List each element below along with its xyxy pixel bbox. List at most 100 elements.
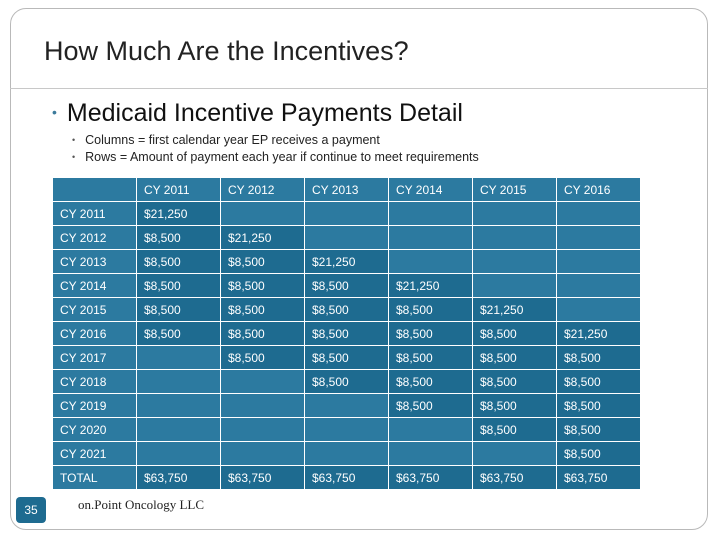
row-header: CY 2012 [52,225,137,250]
empty-cell [220,417,305,442]
payment-cell: $63,750 [556,465,641,490]
payment-cell: $63,750 [136,465,221,490]
payment-cell: $8,500 [388,297,473,322]
main-bullet: • Medicaid Incentive Payments Detail [52,99,463,128]
payment-cell: $21,250 [304,249,389,274]
payment-cell: $8,500 [388,369,473,394]
empty-cell [556,249,641,274]
empty-cell [556,297,641,322]
column-header: CY 2016 [556,177,641,202]
payment-cell: $8,500 [304,273,389,298]
empty-cell [472,273,557,298]
payment-cell: $8,500 [136,321,221,346]
sub-bullet-text: Rows = Amount of payment each year if co… [85,150,479,164]
empty-cell [220,393,305,418]
row-header: CY 2014 [52,273,137,298]
table-row: CY 2015 $8,500 $8,500 $8,500 $8,500 $21,250 [52,297,641,322]
payment-cell: $8,500 [472,345,557,370]
bullet-icon: • [72,152,76,162]
table-row: CY 2021 $8,500 [52,441,641,466]
payment-cell: $8,500 [304,321,389,346]
table-row: CY 2014 $8,500 $8,500 $8,500 $21,250 [52,273,641,298]
row-header: CY 2017 [52,345,137,370]
row-header: CY 2020 [52,417,137,442]
row-header: CY 2015 [52,297,137,322]
payment-cell: $8,500 [472,417,557,442]
empty-cell [472,249,557,274]
payment-cell: $8,500 [136,273,221,298]
footer-company: on.Point Oncology LLC [78,497,205,512]
payment-cell: $8,500 [388,321,473,346]
table-row: CY 2020 $8,500 $8,500 [52,417,641,442]
table-corner-cell [52,177,137,202]
column-header: CY 2011 [136,177,221,202]
table-row: CY 2013 $8,500 $8,500 $21,250 [52,249,641,274]
sub-bullet-list: • Columns = first calendar year EP receiv… [72,132,479,166]
payment-cell: $8,500 [304,369,389,394]
table-row: CY 2018 $8,500 $8,500 $8,500 $8,500 [52,369,641,394]
payment-cell: $8,500 [556,345,641,370]
payment-cell: $21,250 [388,273,473,298]
payment-cell: $8,500 [556,441,641,466]
empty-cell [472,441,557,466]
payment-cell: $21,250 [136,201,221,226]
empty-cell [220,369,305,394]
sub-bullet: • Columns = first calendar year EP receiv… [72,132,479,149]
row-header: TOTAL [52,465,137,490]
row-header: CY 2011 [52,201,137,226]
payment-cell: $8,500 [304,297,389,322]
payment-cell: $63,750 [388,465,473,490]
total-row: TOTAL $63,750 $63,750 $63,750 $63,750 $63,750… [52,465,641,490]
payment-cell: $8,500 [472,321,557,346]
payment-cell: $8,500 [388,345,473,370]
payment-cell: $8,500 [136,225,221,250]
bullet-icon: • [52,104,57,121]
empty-cell [556,225,641,250]
title-divider [10,88,708,89]
row-header: CY 2013 [52,249,137,274]
empty-cell [136,441,221,466]
empty-cell [220,441,305,466]
empty-cell [388,249,473,274]
payment-cell: $8,500 [136,249,221,274]
row-header: CY 2021 [52,441,137,466]
payment-cell: $21,250 [556,321,641,346]
column-header: CY 2015 [472,177,557,202]
payment-cell: $8,500 [556,417,641,442]
payment-cell: $8,500 [472,393,557,418]
empty-cell [136,417,221,442]
row-header: CY 2016 [52,321,137,346]
empty-cell [556,273,641,298]
empty-cell [304,393,389,418]
payment-cell: $8,500 [220,297,305,322]
table-row: CY 2011 $21,250 [52,201,641,226]
empty-cell [472,225,557,250]
empty-cell [388,201,473,226]
payment-cell: $8,500 [220,321,305,346]
payment-cell: $8,500 [304,345,389,370]
payment-cell: $63,750 [472,465,557,490]
payment-cell: $8,500 [136,297,221,322]
empty-cell [304,417,389,442]
sub-bullet-text: Columns = first calendar year EP receive… [85,133,380,147]
main-bullet-text: Medicaid Incentive Payments Detail [66,99,463,127]
slide-title: How Much Are the Incentives? [44,36,409,66]
payment-cell: $8,500 [220,249,305,274]
table-row: CY 2016 $8,500 $8,500 $8,500 $8,500 $8,500 $21… [52,321,641,346]
empty-cell [388,417,473,442]
bullet-icon: • [72,135,76,145]
row-header: CY 2019 [52,393,137,418]
slide-number: 35 [16,497,46,523]
payment-cell: $21,250 [220,225,305,250]
empty-cell [304,441,389,466]
empty-cell [556,201,641,226]
sub-bullet: • Rows = Amount of payment each year if c… [72,149,479,166]
payment-cell: $8,500 [220,273,305,298]
table-row: CY 2017 $8,500 $8,500 $8,500 $8,500 $8,500 [52,345,641,370]
empty-cell [304,225,389,250]
table-row: CY 2012 $8,500 $21,250 [52,225,641,250]
payment-cell: $8,500 [556,369,641,394]
table-row: CY 2019 $8,500 $8,500 $8,500 [52,393,641,418]
table-header-row: CY 2011 CY 2012 CY 2013 CY 2014 CY 2015 CY 20… [52,177,641,202]
column-header: CY 2012 [220,177,305,202]
